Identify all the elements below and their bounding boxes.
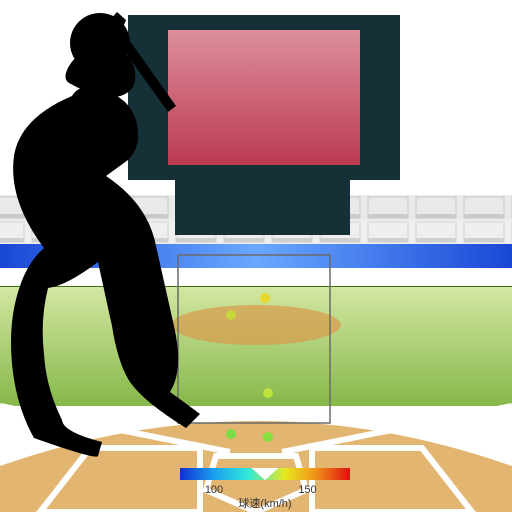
- scene-svg: 100 150 球速(km/h): [0, 0, 512, 512]
- scoreboard-screen: [168, 30, 360, 165]
- stands-section-shadow: [368, 238, 408, 242]
- stands-section-shadow: [0, 238, 24, 242]
- stands-section-shadow: [272, 238, 312, 242]
- colorbar-tick: 100: [205, 484, 223, 496]
- outfield-grass: [0, 286, 512, 406]
- stands-section-shadow: [224, 238, 264, 242]
- stands-section-shadow: [320, 238, 360, 242]
- pitch-marker: [263, 432, 273, 442]
- pitch-marker: [226, 310, 236, 320]
- colorbar-label: 球速(km/h): [238, 496, 291, 510]
- stands-section-shadow: [416, 238, 456, 242]
- stands-section-shadow: [0, 214, 24, 218]
- stands-section-shadow: [464, 238, 504, 242]
- pitchers-mound: [171, 305, 341, 345]
- stands-section-shadow: [368, 214, 408, 218]
- pitch-marker: [226, 429, 236, 439]
- stands-section-shadow: [464, 214, 504, 218]
- pitch-location-diagram: 100 150 球速(km/h): [0, 0, 512, 512]
- stands-section-shadow: [176, 238, 216, 242]
- stands-section-shadow: [416, 214, 456, 218]
- pitch-marker: [263, 388, 273, 398]
- scoreboard-pillar: [175, 180, 350, 235]
- colorbar-tick: 150: [298, 484, 316, 496]
- pitch-marker: [260, 293, 270, 303]
